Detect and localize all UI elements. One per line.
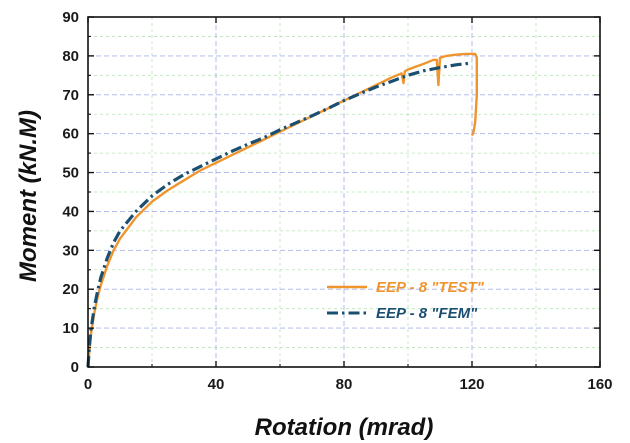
y-tick-label: 50 <box>62 165 79 182</box>
x-tick-label: 40 <box>208 376 225 393</box>
legend-label-fem: EEP - 8 "FEM" <box>376 305 478 322</box>
y-tick-label: 90 <box>62 9 79 26</box>
y-tick-label: 80 <box>62 48 79 65</box>
y-tick-label: 30 <box>62 242 79 259</box>
legend-label-test: EEP - 8 "TEST" <box>376 279 485 296</box>
y-tick-label: 0 <box>71 359 79 376</box>
series-layer <box>86 52 478 368</box>
y-tick-label: 60 <box>62 126 79 143</box>
y-tick-label: 70 <box>62 87 79 104</box>
grid <box>88 17 600 367</box>
y-tick-label: 40 <box>62 203 79 220</box>
x-tick-label: 160 <box>587 376 612 393</box>
x-tick-label: 0 <box>84 376 92 393</box>
y-axis-title: Moment (kN.M) <box>15 110 42 282</box>
x-tick-label: 80 <box>336 376 353 393</box>
series-line-1 <box>86 61 473 368</box>
x-tick-label: 120 <box>459 376 484 393</box>
ticks <box>87 16 601 368</box>
legend: EEP - 8 "TEST" EEP - 8 "FEM" <box>327 279 485 322</box>
y-tick-label: 20 <box>62 281 79 298</box>
x-axis-title: Rotation (mrad) <box>255 414 434 441</box>
tick-labels: 0 10 20 30 40 50 60 70 80 90 0 40 80 120 160 <box>62 9 612 393</box>
y-tick-label: 10 <box>62 320 79 337</box>
